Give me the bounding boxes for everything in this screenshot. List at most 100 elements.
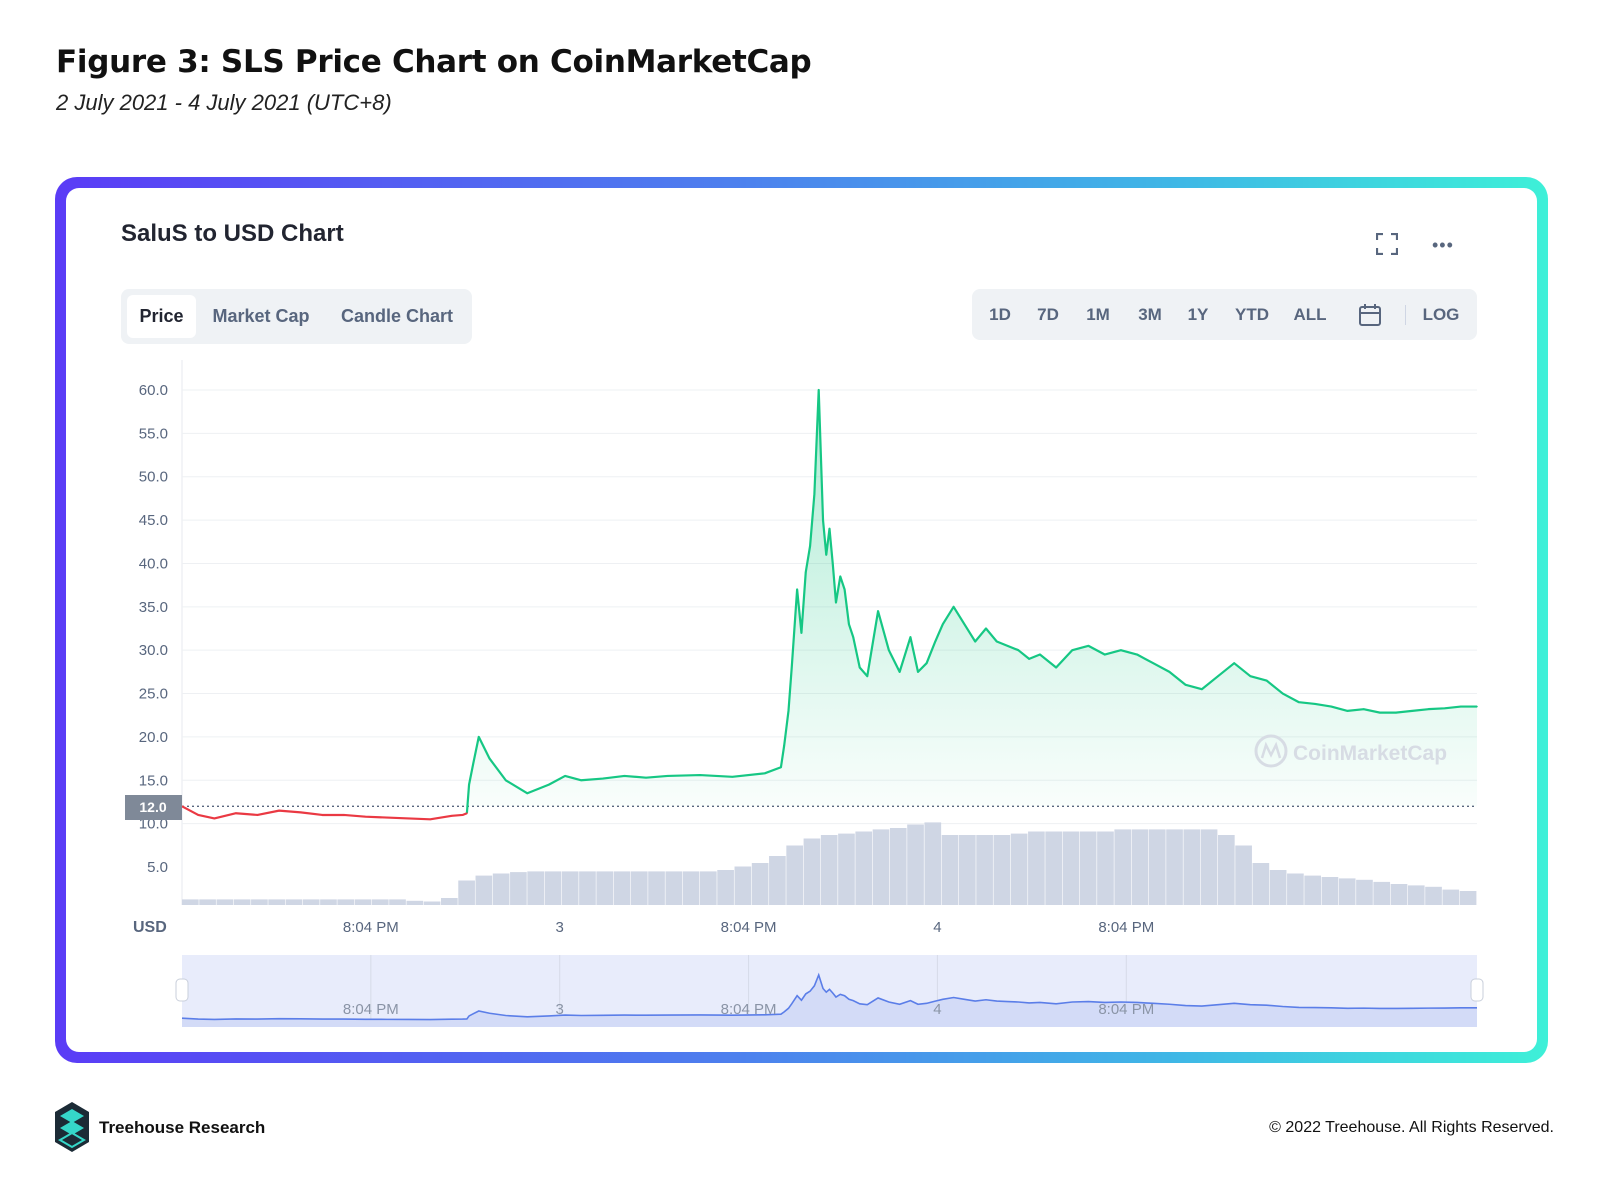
volume-bar bbox=[1079, 831, 1097, 905]
volume-bar bbox=[993, 835, 1011, 905]
range-1y[interactable]: 1Y bbox=[1187, 305, 1209, 324]
price-point bbox=[343, 814, 345, 816]
y-tick-label: 20.0 bbox=[139, 729, 168, 746]
price-point bbox=[800, 632, 803, 634]
price-point bbox=[1379, 711, 1381, 714]
volume-bars bbox=[182, 822, 1477, 905]
price-point bbox=[1087, 645, 1090, 647]
price-point bbox=[790, 666, 793, 669]
price-point bbox=[796, 588, 798, 591]
navigator-left-handle[interactable] bbox=[175, 978, 189, 1002]
volume-bar bbox=[423, 901, 441, 905]
volume-bar bbox=[1373, 881, 1391, 905]
price-point bbox=[488, 757, 491, 760]
price-point bbox=[548, 783, 550, 786]
volume-bar bbox=[268, 899, 285, 905]
navigator-right-handle[interactable] bbox=[1470, 978, 1484, 1002]
figure-title: Figure 3: SLS Price Chart on CoinMarketC… bbox=[56, 44, 812, 80]
tab-price[interactable]: Price bbox=[127, 295, 196, 338]
range-3m[interactable]: 3M bbox=[1138, 305, 1162, 324]
volume-bar bbox=[1114, 829, 1132, 905]
price-point bbox=[1071, 649, 1074, 651]
price-point bbox=[1217, 675, 1219, 677]
volume-bar bbox=[544, 871, 562, 905]
range-7d[interactable]: 7D bbox=[1037, 305, 1059, 324]
price-point bbox=[504, 779, 507, 782]
price-point bbox=[848, 623, 850, 625]
volume-bar bbox=[630, 871, 648, 905]
volume-bar bbox=[251, 899, 268, 905]
price-point bbox=[1168, 671, 1171, 673]
volume-bar bbox=[561, 871, 579, 905]
price-point bbox=[1120, 649, 1122, 651]
price-point bbox=[995, 640, 998, 643]
tab-candle-chart[interactable]: Candle Chart bbox=[340, 306, 454, 326]
volume-bar bbox=[682, 871, 700, 905]
volume-bar bbox=[1045, 831, 1062, 905]
price-point bbox=[645, 776, 647, 779]
navigator-tick-label: 8:04 PM bbox=[1098, 1001, 1154, 1018]
price-point bbox=[780, 766, 782, 769]
volume-bar bbox=[1131, 829, 1149, 905]
price-point bbox=[825, 553, 828, 556]
volume-bar bbox=[302, 899, 320, 905]
price-point bbox=[213, 817, 216, 820]
watermark-text: CoinMarketCap bbox=[1293, 742, 1447, 765]
navigator-tick-label: 8:04 PM bbox=[343, 1001, 399, 1018]
price-line bbox=[181, 388, 1478, 821]
tab-market-cap[interactable]: Market Cap bbox=[212, 306, 310, 326]
volume-bar bbox=[1459, 891, 1477, 905]
price-point bbox=[235, 812, 237, 815]
volume-bar bbox=[734, 866, 752, 905]
volume-bar bbox=[1097, 831, 1114, 905]
volume-bar bbox=[1356, 879, 1373, 905]
volume-bar bbox=[872, 829, 890, 905]
price-point bbox=[1103, 653, 1106, 656]
volume-bar bbox=[527, 871, 544, 905]
price-point bbox=[1265, 679, 1268, 682]
volume-bar bbox=[1010, 833, 1028, 905]
price-point bbox=[466, 812, 468, 815]
expand-icon[interactable] bbox=[1376, 233, 1398, 255]
price-point bbox=[942, 623, 944, 625]
treehouse-logo-icon bbox=[55, 1102, 89, 1152]
price-point bbox=[925, 662, 928, 664]
price-point bbox=[666, 775, 669, 777]
price-point bbox=[450, 815, 453, 817]
y-tick-label: 60.0 bbox=[139, 382, 168, 399]
log-toggle[interactable]: LOG bbox=[1422, 305, 1460, 324]
range-all[interactable]: ALL bbox=[1293, 305, 1327, 324]
footer-brand: Treehouse Research bbox=[99, 1118, 266, 1137]
volume-bar bbox=[389, 899, 406, 905]
calendar-icon[interactable] bbox=[1358, 303, 1382, 327]
price-point bbox=[468, 783, 470, 786]
volume-bar bbox=[769, 856, 786, 905]
volume-bar bbox=[216, 899, 234, 905]
price-point bbox=[1460, 705, 1462, 708]
price-point bbox=[1055, 666, 1057, 669]
range-ytd[interactable]: YTD bbox=[1235, 305, 1269, 324]
price-point bbox=[1314, 703, 1316, 705]
price-line-above-reference bbox=[465, 388, 1477, 814]
price-area-fill bbox=[466, 390, 1477, 814]
range-1m[interactable]: 1M bbox=[1086, 305, 1110, 324]
volume-bar bbox=[959, 835, 976, 905]
price-point bbox=[364, 815, 367, 818]
price-point bbox=[526, 792, 529, 795]
range-1d[interactable]: 1D bbox=[989, 305, 1011, 324]
price-point bbox=[974, 640, 976, 643]
volume-bar bbox=[1338, 878, 1356, 905]
volume-bar bbox=[803, 838, 821, 905]
price-point bbox=[917, 671, 919, 673]
more-icon[interactable]: ••• bbox=[1432, 235, 1454, 255]
price-point bbox=[321, 814, 324, 816]
x-axis-ticks: 8:04 PM 3 8:04 PM 4 8:04 PM bbox=[343, 919, 1154, 936]
price-point bbox=[1427, 708, 1430, 710]
chart-type-tabs: Price Market Cap Candle Chart bbox=[121, 289, 472, 344]
volume-bar bbox=[1062, 831, 1080, 905]
price-point bbox=[934, 640, 937, 643]
volume-bar bbox=[648, 871, 665, 905]
volume-bar bbox=[786, 845, 803, 905]
volume-bar bbox=[1304, 875, 1321, 905]
